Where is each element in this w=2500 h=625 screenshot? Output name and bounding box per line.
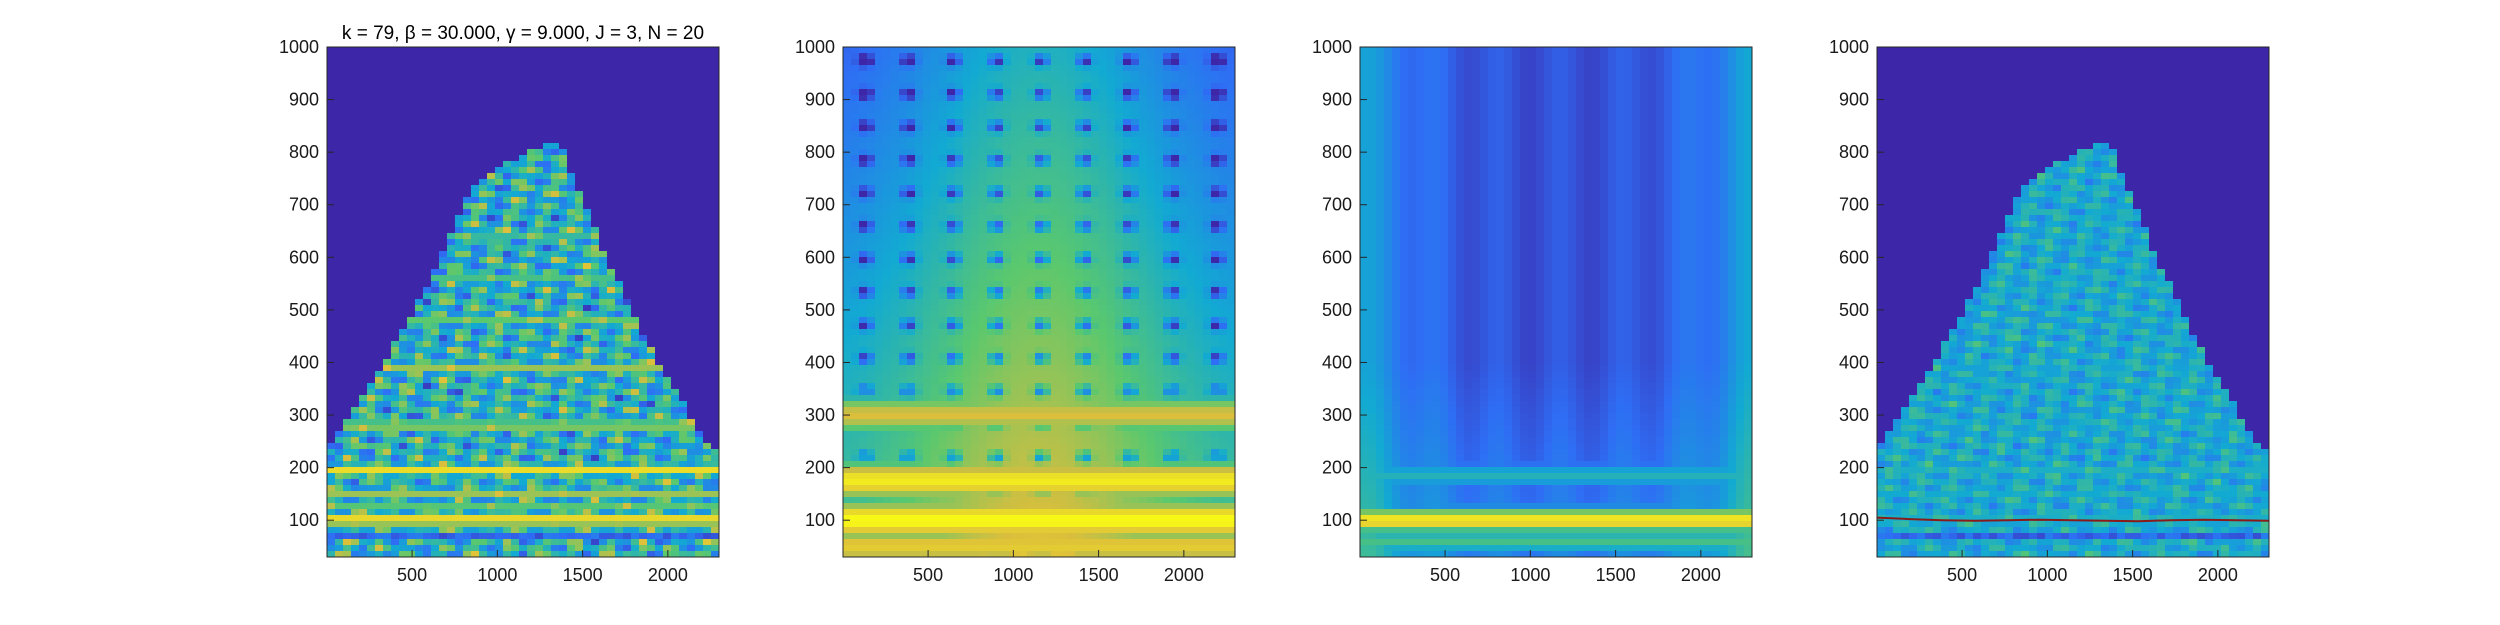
- y-tick-label: 100: [1839, 510, 1869, 530]
- y-tick-label: 900: [289, 90, 319, 110]
- y-tick-label: 700: [1322, 195, 1352, 215]
- panel-4-axes-box: [1876, 46, 2270, 558]
- y-tick-label: 800: [805, 142, 835, 162]
- panel-3-axes-box: [1359, 46, 1753, 558]
- y-tick-label: 600: [805, 247, 835, 267]
- x-tick-label: 2000: [1681, 565, 1721, 585]
- y-tick-label: 1000: [1312, 37, 1352, 57]
- y-tick-label: 600: [289, 247, 319, 267]
- panel-1-heatmap: [327, 47, 719, 557]
- ridge-line: [1877, 516, 2269, 523]
- panel-1: 100 200 300 400 500 600 700 800 900 1000 500 1000 15…: [279, 37, 720, 585]
- panel-1-axes-box: [326, 46, 720, 558]
- y-tick-label: 700: [1839, 195, 1869, 215]
- y-tick-label: 1000: [795, 37, 835, 57]
- y-tick-label: 500: [1839, 300, 1869, 320]
- x-tick-label: 1500: [563, 565, 603, 585]
- x-tick-label: 500: [397, 565, 427, 585]
- y-tick-label: 400: [1322, 352, 1352, 372]
- x-tick-label: 2000: [1164, 565, 1204, 585]
- panel-2-axes-box: [842, 46, 1236, 558]
- y-tick-label: 300: [289, 405, 319, 425]
- x-tick-label: 1500: [1079, 565, 1119, 585]
- y-tick-label: 300: [805, 405, 835, 425]
- y-tick-label: 500: [289, 300, 319, 320]
- x-tick-label: 2000: [648, 565, 688, 585]
- y-tick-label: 1000: [1829, 37, 1869, 57]
- y-tick-label: 800: [289, 142, 319, 162]
- x-tick-label: 500: [1430, 565, 1460, 585]
- y-tick-label: 100: [289, 510, 319, 530]
- y-tick-label: 900: [805, 90, 835, 110]
- y-tick-label: 200: [289, 458, 319, 478]
- panel-1-title: k = 79, β = 30.000, γ = 9.000, J = 3, N …: [342, 23, 704, 44]
- x-tick-label: 1500: [1596, 565, 1636, 585]
- y-tick-label: 500: [1322, 300, 1352, 320]
- y-tick-label: 700: [805, 195, 835, 215]
- panel-3: 100 200 300 400 500 600 700 800 900 1000 500 1000 15…: [1312, 37, 1753, 585]
- panel-3-heatmap: [1360, 47, 1752, 557]
- y-tick-label: 1000: [279, 37, 319, 57]
- y-tick-label: 900: [1322, 90, 1352, 110]
- x-tick-label: 2000: [2198, 565, 2238, 585]
- y-tick-label: 600: [1839, 247, 1869, 267]
- y-tick-label: 800: [1839, 142, 1869, 162]
- panel-4: 100 200 300 400 500 600 700 800 900 1000 500 1000 15…: [1829, 37, 2270, 585]
- y-tick-label: 200: [1839, 458, 1869, 478]
- y-tick-label: 200: [1322, 458, 1352, 478]
- x-tick-label: 1000: [993, 565, 1033, 585]
- panel-2-heatmap: [843, 47, 1235, 557]
- x-tick-label: 1000: [1510, 565, 1550, 585]
- x-tick-label: 500: [913, 565, 943, 585]
- x-tick-label: 500: [1947, 565, 1977, 585]
- y-tick-label: 400: [805, 352, 835, 372]
- panel-4-heatmap: [1877, 47, 2269, 557]
- x-tick-label: 1500: [2113, 565, 2153, 585]
- y-tick-label: 400: [289, 352, 319, 372]
- panel-2: 100 200 300 400 500 600 700 800 900 1000 500 1000 15…: [795, 37, 1236, 585]
- y-tick-label: 100: [1322, 510, 1352, 530]
- y-tick-label: 200: [805, 458, 835, 478]
- y-tick-label: 300: [1322, 405, 1352, 425]
- y-tick-label: 700: [289, 195, 319, 215]
- y-tick-label: 600: [1322, 247, 1352, 267]
- y-tick-label: 300: [1839, 405, 1869, 425]
- x-tick-label: 1000: [477, 565, 517, 585]
- y-tick-label: 800: [1322, 142, 1352, 162]
- y-tick-label: 100: [805, 510, 835, 530]
- y-tick-label: 900: [1839, 90, 1869, 110]
- x-tick-label: 1000: [2027, 565, 2067, 585]
- y-tick-label: 500: [805, 300, 835, 320]
- y-tick-label: 400: [1839, 352, 1869, 372]
